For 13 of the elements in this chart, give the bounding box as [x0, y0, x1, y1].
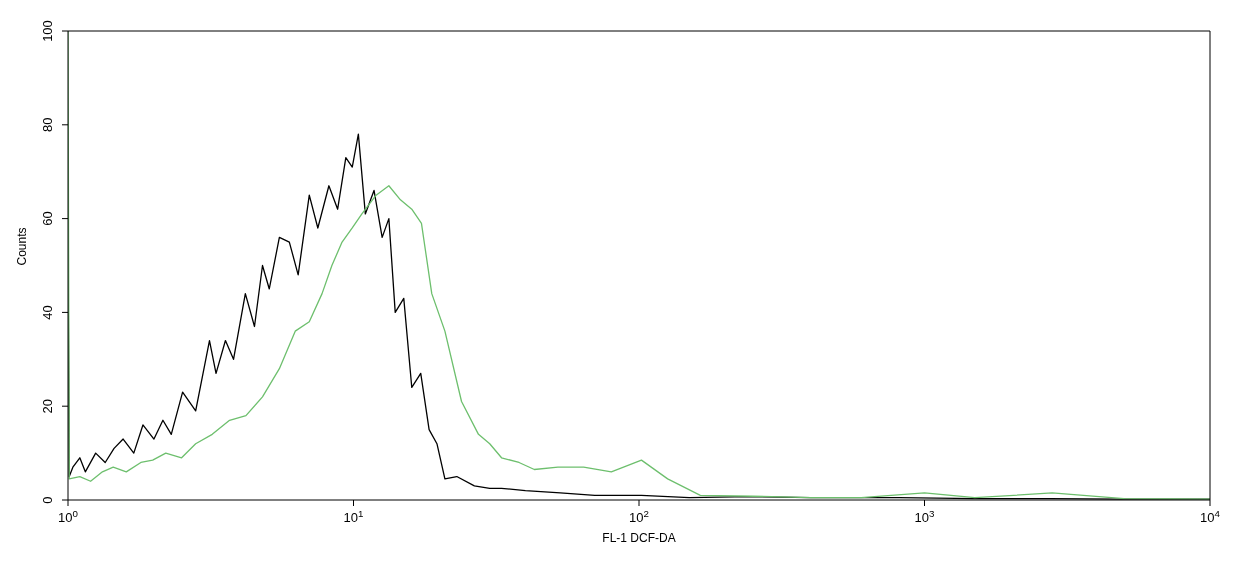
y-tick-label: 100 [40, 20, 55, 42]
y-tick-label: 0 [40, 496, 55, 504]
y-tick-label: 80 [40, 117, 55, 133]
y-tick-label: 40 [40, 305, 55, 320]
x-tick-label: 10$^{1}$ [343, 507, 364, 525]
y-axis-title: Counts [15, 227, 30, 266]
x-tick-label: 10$^{3}$ [914, 507, 935, 525]
x-tick-label: 10$^{4}$ [1200, 507, 1221, 525]
y-tick-label: 20 [40, 398, 55, 414]
x-tick-label: 10$^{0}$ [58, 507, 79, 525]
x-axis-title: FL-1 DCF-DA [602, 531, 676, 545]
x-tick-label: 10$^{2}$ [629, 507, 649, 525]
y-tick-label: 60 [40, 211, 55, 226]
